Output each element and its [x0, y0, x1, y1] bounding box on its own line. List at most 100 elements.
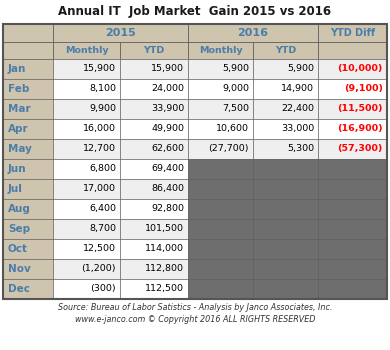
Text: 9,900: 9,900	[89, 105, 116, 113]
Bar	[3, 119, 53, 139]
Bar	[120, 139, 188, 159]
Bar	[253, 159, 318, 179]
Text: 86,400: 86,400	[151, 184, 184, 194]
Bar	[120, 179, 188, 199]
Bar	[53, 239, 120, 259]
Text: YTD: YTD	[275, 46, 296, 55]
Bar	[53, 159, 120, 179]
Text: Jan: Jan	[8, 64, 27, 74]
Bar	[53, 119, 120, 139]
Text: Jul: Jul	[8, 184, 23, 194]
Bar	[318, 99, 387, 119]
Bar	[53, 99, 120, 119]
Bar	[253, 119, 318, 139]
Bar	[318, 79, 387, 99]
Bar	[120, 159, 188, 179]
Bar	[318, 59, 387, 79]
Text: Monthly: Monthly	[199, 46, 242, 55]
Bar	[3, 99, 53, 119]
Bar	[188, 239, 253, 259]
Text: 6,800: 6,800	[89, 164, 116, 174]
Bar	[318, 159, 387, 179]
Text: 101,500: 101,500	[145, 224, 184, 233]
Text: 69,400: 69,400	[151, 164, 184, 174]
Text: 92,800: 92,800	[151, 204, 184, 214]
Bar	[188, 79, 253, 99]
Text: 14,900: 14,900	[281, 84, 314, 93]
Bar	[53, 279, 120, 299]
Bar	[188, 59, 253, 79]
Text: Monthly: Monthly	[65, 46, 108, 55]
Bar	[3, 24, 387, 299]
Text: 5,900: 5,900	[287, 64, 314, 74]
Bar	[318, 139, 387, 159]
Bar	[188, 24, 318, 42]
Bar	[53, 179, 120, 199]
Bar	[188, 99, 253, 119]
Text: (11,500): (11,500)	[337, 105, 383, 113]
Bar	[318, 239, 387, 259]
Text: Mar: Mar	[8, 104, 31, 114]
Text: Annual IT  Job Market  Gain 2015 vs 2016: Annual IT Job Market Gain 2015 vs 2016	[58, 5, 332, 18]
Bar	[3, 279, 53, 299]
Bar	[53, 199, 120, 219]
Bar	[120, 42, 188, 59]
Bar	[253, 219, 318, 239]
Text: 112,500: 112,500	[145, 285, 184, 294]
Bar	[318, 219, 387, 239]
Bar	[253, 42, 318, 59]
Bar	[188, 259, 253, 279]
Text: 49,900: 49,900	[151, 125, 184, 133]
Bar	[318, 279, 387, 299]
Text: 15,900: 15,900	[83, 64, 116, 74]
Bar	[253, 139, 318, 159]
Bar	[53, 259, 120, 279]
Text: 22,400: 22,400	[281, 105, 314, 113]
Bar	[318, 199, 387, 219]
Bar	[3, 79, 53, 99]
Text: Aug: Aug	[8, 204, 31, 214]
Bar	[253, 99, 318, 119]
Text: 5,900: 5,900	[222, 64, 249, 74]
Text: (16,900): (16,900)	[337, 125, 383, 133]
Text: (10,000): (10,000)	[338, 64, 383, 74]
Bar	[120, 99, 188, 119]
Bar	[318, 119, 387, 139]
Text: Sep: Sep	[8, 224, 30, 234]
Text: 12,700: 12,700	[83, 145, 116, 154]
Bar	[188, 42, 253, 59]
Text: 6,400: 6,400	[89, 204, 116, 214]
Bar	[253, 279, 318, 299]
Text: 33,900: 33,900	[151, 105, 184, 113]
Text: Dec: Dec	[8, 284, 30, 294]
Text: 12,500: 12,500	[83, 245, 116, 253]
Bar	[120, 239, 188, 259]
Text: 16,000: 16,000	[83, 125, 116, 133]
Bar	[3, 259, 53, 279]
Bar	[188, 119, 253, 139]
Text: 112,800: 112,800	[145, 265, 184, 273]
Text: 10,600: 10,600	[216, 125, 249, 133]
Text: 62,600: 62,600	[151, 145, 184, 154]
Bar	[53, 59, 120, 79]
Text: (300): (300)	[90, 285, 116, 294]
Text: 8,100: 8,100	[89, 84, 116, 93]
Text: YTD Diff: YTD Diff	[330, 28, 375, 38]
Bar	[3, 24, 53, 42]
Text: Oct: Oct	[8, 244, 28, 254]
Bar	[120, 79, 188, 99]
Bar	[188, 219, 253, 239]
Bar	[253, 199, 318, 219]
Text: 2016: 2016	[238, 28, 268, 38]
Text: 114,000: 114,000	[145, 245, 184, 253]
Text: 2015: 2015	[105, 28, 136, 38]
Bar	[253, 259, 318, 279]
Text: www.e-janco.com © Copyright 2016 ALL RIGHTS RESERVED: www.e-janco.com © Copyright 2016 ALL RIG…	[75, 315, 315, 323]
Bar	[3, 219, 53, 239]
Text: Source: Bureau of Labor Satistics - Analysis by Janco Associates, Inc.: Source: Bureau of Labor Satistics - Anal…	[58, 303, 332, 313]
Bar	[188, 179, 253, 199]
Bar	[3, 159, 53, 179]
Text: 5,300: 5,300	[287, 145, 314, 154]
Bar	[318, 179, 387, 199]
Text: 17,000: 17,000	[83, 184, 116, 194]
